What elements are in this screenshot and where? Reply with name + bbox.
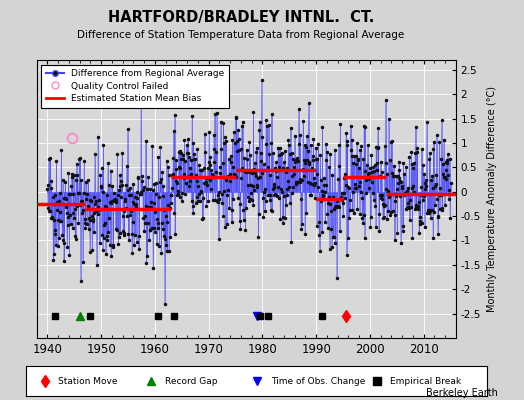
Y-axis label: Monthly Temperature Anomaly Difference (°C): Monthly Temperature Anomaly Difference (… [487, 86, 497, 312]
Text: Record Gap: Record Gap [165, 376, 217, 386]
Text: Difference of Station Temperature Data from Regional Average: Difference of Station Temperature Data f… [78, 30, 405, 40]
Text: Berkeley Earth: Berkeley Earth [426, 388, 498, 398]
Text: Time of Obs. Change: Time of Obs. Change [270, 376, 365, 386]
Text: Station Move: Station Move [59, 376, 118, 386]
Legend: Difference from Regional Average, Quality Control Failed, Estimated Station Mean: Difference from Regional Average, Qualit… [41, 64, 229, 108]
Text: Empirical Break: Empirical Break [390, 376, 462, 386]
Text: HARTFORD/BRADLEY INTNL.  CT.: HARTFORD/BRADLEY INTNL. CT. [108, 10, 374, 25]
